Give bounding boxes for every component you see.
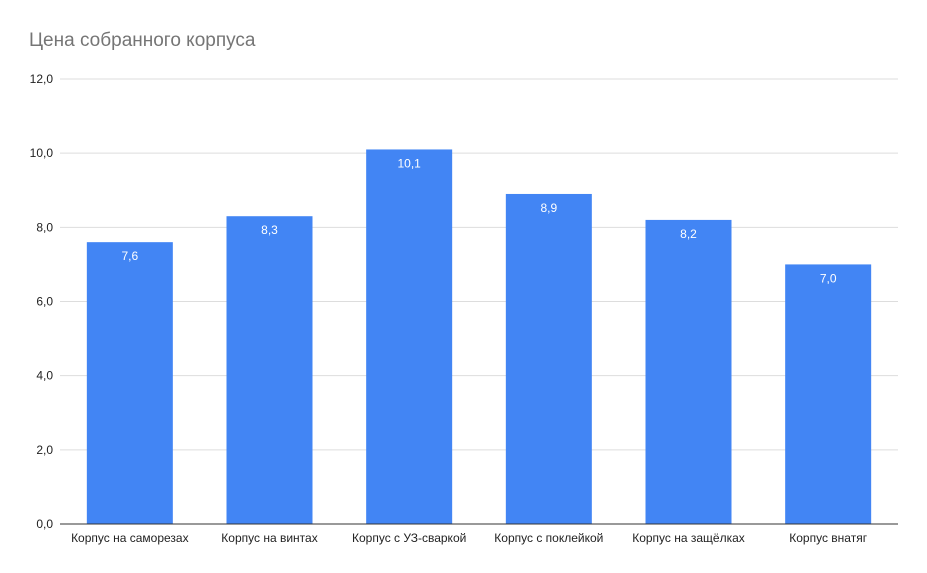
x-tick-label: Корпус на винтах xyxy=(221,531,317,545)
x-tick-label: Корпус с поклейкой xyxy=(494,531,603,545)
x-tick-label: Корпус внатяг xyxy=(789,531,867,545)
value-labels: 7,6 8,3 10,1 8,9 8,2 7,0 xyxy=(121,156,836,285)
y-tick-label: 2,0 xyxy=(36,443,53,457)
data-label: 10,1 xyxy=(397,156,421,170)
y-tick-label: 10,0 xyxy=(30,146,54,160)
bar xyxy=(366,149,453,525)
data-label: 8,2 xyxy=(680,227,697,241)
bar xyxy=(226,216,313,525)
bar xyxy=(86,242,173,524)
bar xyxy=(505,193,592,525)
y-tick-label: 8,0 xyxy=(36,220,53,234)
y-tick-label: 4,0 xyxy=(36,369,53,383)
y-tick-label: 12,0 xyxy=(30,72,54,86)
y-axis-ticks: 0,0 2,0 4,0 6,0 8,0 10,0 12,0 xyxy=(30,72,54,531)
y-tick-label: 6,0 xyxy=(36,295,53,309)
x-tick-label: Корпус на саморезах xyxy=(71,531,189,545)
bars xyxy=(86,149,872,525)
chart-title: Цена собранного корпуса xyxy=(29,30,256,51)
x-tick-label: Корпус на защёлках xyxy=(632,531,745,545)
data-label: 7,0 xyxy=(820,271,837,285)
bar xyxy=(645,219,732,524)
data-label: 7,6 xyxy=(121,249,138,263)
bar xyxy=(785,264,872,524)
data-label: 8,3 xyxy=(261,223,278,237)
gridlines xyxy=(60,78,898,451)
x-tick-label: Корпус с УЗ-сваркой xyxy=(352,531,466,545)
data-label: 8,9 xyxy=(540,201,557,215)
y-tick-label: 0,0 xyxy=(36,517,53,531)
x-axis-ticks: Корпус на саморезах Корпус на винтах Корпу… xyxy=(71,531,868,545)
